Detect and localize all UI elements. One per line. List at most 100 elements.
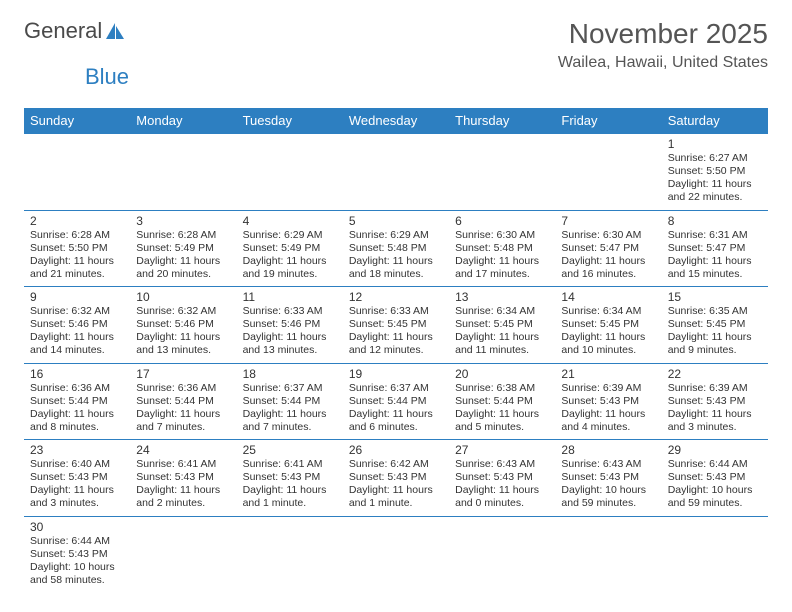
daylight: Daylight: 11 hours and 3 minutes. (668, 408, 762, 434)
day-number: 9 (30, 290, 124, 304)
calendar-cell: 20Sunrise: 6:38 AMSunset: 5:44 PMDayligh… (449, 363, 555, 440)
day-number: 14 (561, 290, 655, 304)
daylight: Daylight: 11 hours and 21 minutes. (30, 255, 124, 281)
sunset: Sunset: 5:47 PM (668, 242, 762, 255)
day-number: 12 (349, 290, 443, 304)
daylight: Daylight: 11 hours and 6 minutes. (349, 408, 443, 434)
daylight: Daylight: 11 hours and 4 minutes. (561, 408, 655, 434)
daylight: Daylight: 11 hours and 1 minute. (349, 484, 443, 510)
day-header: Wednesday (343, 108, 449, 134)
sunrise: Sunrise: 6:36 AM (30, 382, 124, 395)
daylight: Daylight: 10 hours and 59 minutes. (668, 484, 762, 510)
sunrise: Sunrise: 6:30 AM (455, 229, 549, 242)
calendar-cell: 24Sunrise: 6:41 AMSunset: 5:43 PMDayligh… (130, 440, 236, 517)
daylight: Daylight: 11 hours and 18 minutes. (349, 255, 443, 281)
calendar-cell: 27Sunrise: 6:43 AMSunset: 5:43 PMDayligh… (449, 440, 555, 517)
sunrise: Sunrise: 6:29 AM (243, 229, 337, 242)
sunset: Sunset: 5:44 PM (349, 395, 443, 408)
sunrise: Sunrise: 6:43 AM (561, 458, 655, 471)
sunset: Sunset: 5:43 PM (561, 395, 655, 408)
sunrise: Sunrise: 6:44 AM (668, 458, 762, 471)
sunset: Sunset: 5:48 PM (455, 242, 549, 255)
day-info: Sunrise: 6:34 AMSunset: 5:45 PMDaylight:… (561, 305, 655, 358)
daylight: Daylight: 11 hours and 11 minutes. (455, 331, 549, 357)
daylight: Daylight: 11 hours and 2 minutes. (136, 484, 230, 510)
sunset: Sunset: 5:43 PM (668, 395, 762, 408)
day-info: Sunrise: 6:44 AMSunset: 5:43 PMDaylight:… (668, 458, 762, 511)
calendar-cell: 9Sunrise: 6:32 AMSunset: 5:46 PMDaylight… (24, 287, 130, 364)
day-number: 11 (243, 290, 337, 304)
day-number: 27 (455, 443, 549, 457)
sunset: Sunset: 5:49 PM (136, 242, 230, 255)
sunset: Sunset: 5:47 PM (561, 242, 655, 255)
day-number: 28 (561, 443, 655, 457)
sunrise: Sunrise: 6:30 AM (561, 229, 655, 242)
day-info: Sunrise: 6:44 AMSunset: 5:43 PMDaylight:… (30, 535, 124, 588)
day-number: 26 (349, 443, 443, 457)
calendar-cell-empty (662, 516, 768, 592)
day-info: Sunrise: 6:28 AMSunset: 5:49 PMDaylight:… (136, 229, 230, 282)
sunset: Sunset: 5:46 PM (243, 318, 337, 331)
calendar-row: 23Sunrise: 6:40 AMSunset: 5:43 PMDayligh… (24, 440, 768, 517)
calendar-cell: 4Sunrise: 6:29 AMSunset: 5:49 PMDaylight… (237, 210, 343, 287)
sunrise: Sunrise: 6:39 AM (561, 382, 655, 395)
day-number: 7 (561, 214, 655, 228)
day-header: Friday (555, 108, 661, 134)
day-info: Sunrise: 6:32 AMSunset: 5:46 PMDaylight:… (136, 305, 230, 358)
sunset: Sunset: 5:50 PM (668, 165, 762, 178)
calendar-cell: 21Sunrise: 6:39 AMSunset: 5:43 PMDayligh… (555, 363, 661, 440)
day-info: Sunrise: 6:36 AMSunset: 5:44 PMDaylight:… (30, 382, 124, 435)
sunset: Sunset: 5:43 PM (561, 471, 655, 484)
calendar-cell: 25Sunrise: 6:41 AMSunset: 5:43 PMDayligh… (237, 440, 343, 517)
day-number: 4 (243, 214, 337, 228)
calendar-cell-empty (24, 134, 130, 211)
daylight: Daylight: 11 hours and 9 minutes. (668, 331, 762, 357)
calendar-cell: 2Sunrise: 6:28 AMSunset: 5:50 PMDaylight… (24, 210, 130, 287)
sunrise: Sunrise: 6:37 AM (243, 382, 337, 395)
calendar-cell: 7Sunrise: 6:30 AMSunset: 5:47 PMDaylight… (555, 210, 661, 287)
sunrise: Sunrise: 6:28 AM (30, 229, 124, 242)
day-number: 17 (136, 367, 230, 381)
sunset: Sunset: 5:44 PM (243, 395, 337, 408)
calendar-head: SundayMondayTuesdayWednesdayThursdayFrid… (24, 108, 768, 134)
sunrise: Sunrise: 6:39 AM (668, 382, 762, 395)
day-number: 23 (30, 443, 124, 457)
day-number: 1 (668, 137, 762, 151)
day-number: 2 (30, 214, 124, 228)
calendar-body: 1Sunrise: 6:27 AMSunset: 5:50 PM Daylight… (24, 134, 768, 593)
calendar-cell-empty (343, 134, 449, 211)
day-info: Sunrise: 6:41 AMSunset: 5:43 PMDaylight:… (243, 458, 337, 511)
day-info: Sunrise: 6:41 AMSunset: 5:43 PMDaylight:… (136, 458, 230, 511)
sail-icon (104, 21, 126, 41)
sunrise: Sunrise: 6:27 AM (668, 152, 762, 165)
day-info: Sunrise: 6:29 AMSunset: 5:49 PMDaylight:… (243, 229, 337, 282)
day-info: Sunrise: 6:37 AMSunset: 5:44 PMDaylight:… (349, 382, 443, 435)
day-header: Tuesday (237, 108, 343, 134)
sunrise: Sunrise: 6:28 AM (136, 229, 230, 242)
calendar-row: 9 Sunrise: 6:32 AMSunset: 5:46 PMDaylight… (24, 287, 768, 364)
day-number: 13 (455, 290, 549, 304)
daylight: Daylight: 11 hours and 5 minutes. (455, 408, 549, 434)
sunset: Sunset: 5:43 PM (349, 471, 443, 484)
daylight: Daylight: 11 hours and 7 minutes. (243, 408, 337, 434)
daylight: Daylight: 11 hours and 19 minutes. (243, 255, 337, 281)
sunrise: Sunrise: 6:41 AM (243, 458, 337, 471)
calendar-cell-empty (449, 516, 555, 592)
day-number: 16 (30, 367, 124, 381)
calendar-row: 30Sunrise: 6:44 AMSunset: 5:43 PMDayligh… (24, 516, 768, 592)
day-info: Sunrise: 6:43 AMSunset: 5:43 PMDaylight:… (561, 458, 655, 511)
calendar-cell-empty (449, 134, 555, 211)
day-number: 19 (349, 367, 443, 381)
day-info: Sunrise: 6:29 AMSunset: 5:48 PMDaylight:… (349, 229, 443, 282)
day-number: 24 (136, 443, 230, 457)
sunset: Sunset: 5:45 PM (668, 318, 762, 331)
day-number: 20 (455, 367, 549, 381)
calendar-cell: 29Sunrise: 6:44 AMSunset: 5:43 PMDayligh… (662, 440, 768, 517)
calendar-cell: 16Sunrise: 6:36 AMSunset: 5:44 PMDayligh… (24, 363, 130, 440)
daylight: Daylight: 11 hours and 17 minutes. (455, 255, 549, 281)
sunset: Sunset: 5:43 PM (243, 471, 337, 484)
calendar-cell-empty (130, 134, 236, 211)
sunrise: Sunrise: 6:33 AM (243, 305, 337, 318)
logo-text-2: Blue (85, 64, 792, 90)
calendar-cell: 3Sunrise: 6:28 AMSunset: 5:49 PMDaylight… (130, 210, 236, 287)
